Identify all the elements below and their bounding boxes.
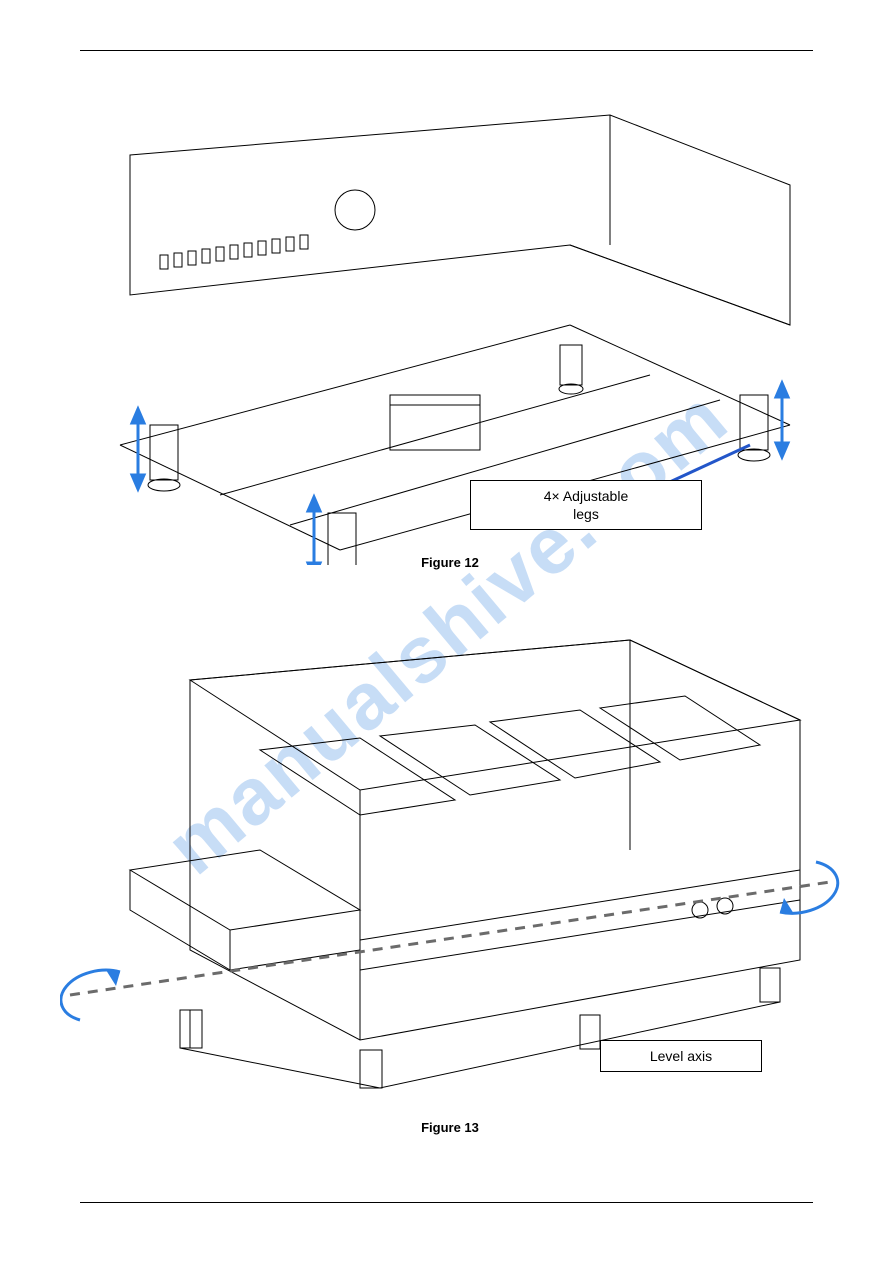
page: manualshive.com xyxy=(0,0,893,1263)
label-level-axis-text: Level axis xyxy=(611,1047,751,1065)
figure-top: 4× Adjustable legs Figure 12 xyxy=(90,95,810,565)
figure-top-svg xyxy=(90,95,810,565)
top-rule xyxy=(80,50,813,51)
label-level-axis: Level axis xyxy=(600,1040,762,1072)
label-adjustable-legs: 4× Adjustable legs xyxy=(470,480,702,530)
bottom-rule xyxy=(80,1202,813,1203)
figure-top-caption: Figure 12 xyxy=(360,555,540,570)
figure-bottom: Level axis Figure 13 xyxy=(60,610,840,1150)
figure-bottom-caption: Figure 13 xyxy=(360,1120,540,1135)
label-line-2: legs xyxy=(481,505,691,523)
label-line-1: 4× Adjustable xyxy=(481,487,691,505)
